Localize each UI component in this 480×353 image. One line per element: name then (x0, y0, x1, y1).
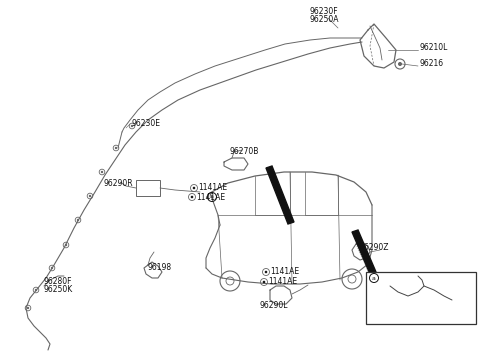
Text: 96290L: 96290L (260, 300, 288, 310)
Text: 96230E: 96230E (132, 120, 161, 128)
Text: 96250A: 96250A (310, 16, 339, 24)
Circle shape (27, 307, 29, 309)
Text: 96290R: 96290R (103, 179, 133, 187)
Circle shape (77, 219, 79, 221)
Polygon shape (266, 166, 294, 224)
Text: 96280F: 96280F (44, 277, 72, 287)
Text: 96210L: 96210L (420, 43, 448, 53)
Text: a: a (210, 195, 214, 199)
Text: 1141AE: 1141AE (196, 192, 225, 202)
Circle shape (193, 187, 195, 189)
Circle shape (265, 271, 267, 273)
Circle shape (101, 171, 103, 173)
Text: 84777D: 84777D (384, 287, 412, 293)
Circle shape (65, 244, 67, 246)
Text: 96216: 96216 (420, 60, 444, 68)
Circle shape (51, 267, 53, 269)
Text: 96250K: 96250K (44, 286, 73, 294)
Text: 1018AD: 1018AD (384, 295, 412, 301)
Text: 96240D: 96240D (432, 273, 459, 279)
Text: 1141AE: 1141AE (270, 268, 299, 276)
Circle shape (115, 147, 117, 149)
Text: a: a (372, 275, 376, 281)
Bar (366, 272, 476, 324)
Text: 1141AE: 1141AE (198, 184, 227, 192)
Polygon shape (352, 230, 376, 274)
Text: 96290Z: 96290Z (360, 244, 389, 252)
Text: 1141AE: 1141AE (268, 277, 297, 287)
Circle shape (191, 196, 193, 198)
Text: 96198: 96198 (148, 263, 172, 273)
Bar (136, 180, 160, 196)
Circle shape (89, 195, 91, 197)
Circle shape (263, 281, 265, 283)
Text: 96230F: 96230F (310, 7, 338, 17)
Text: 96270B: 96270B (230, 148, 259, 156)
Circle shape (398, 62, 401, 66)
